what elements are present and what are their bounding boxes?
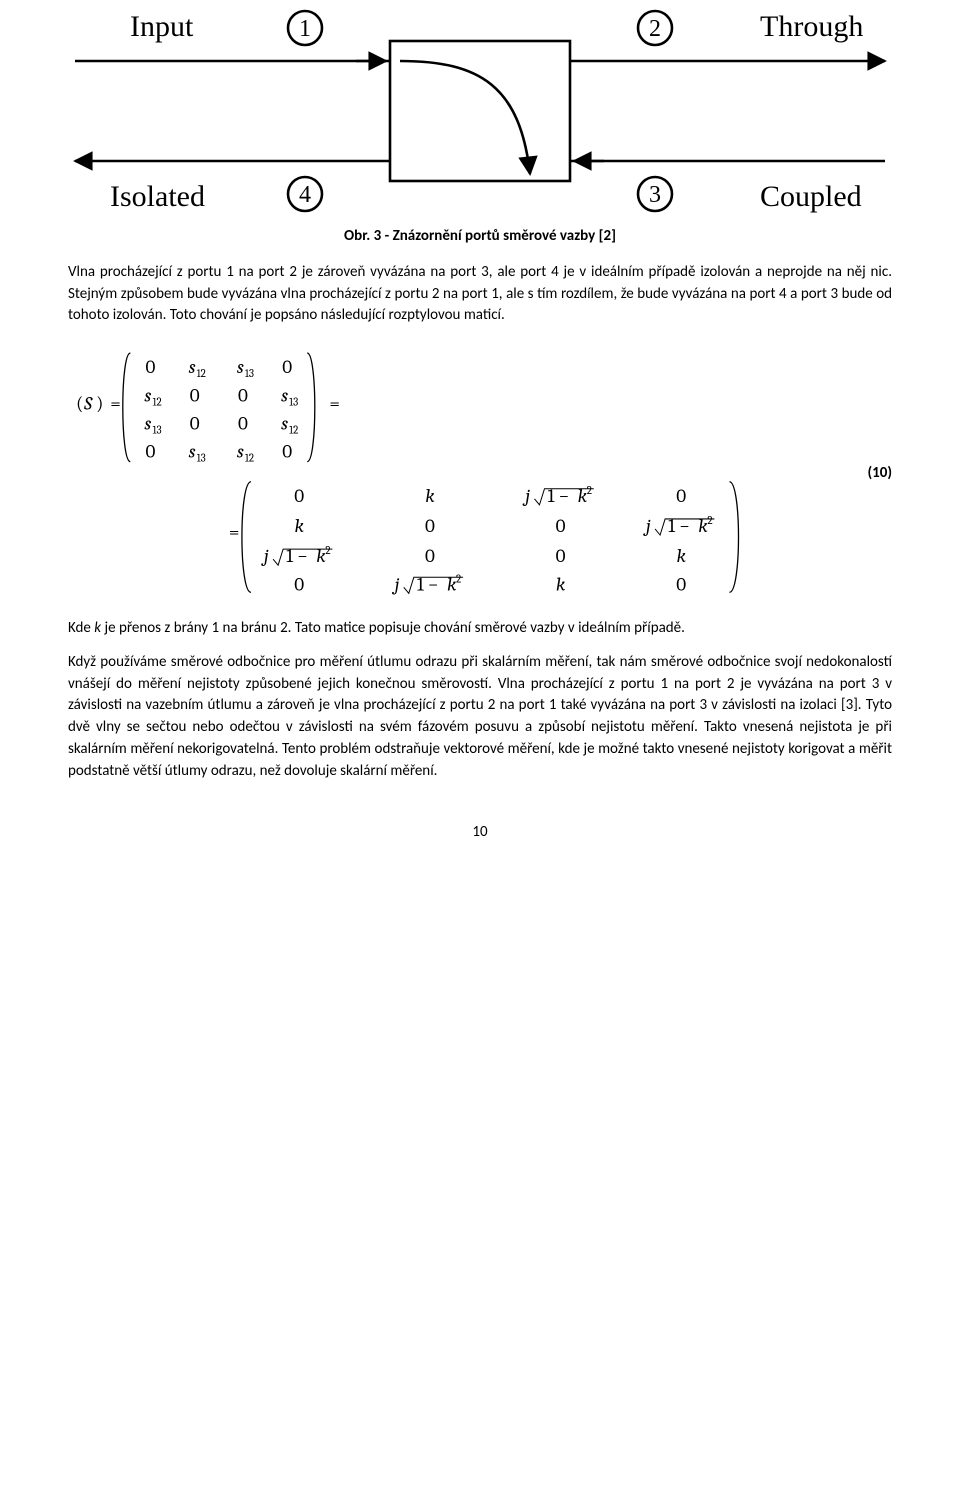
svg-text:j: j (522, 485, 530, 507)
svg-text:s: s (237, 356, 244, 378)
svg-text:(: ( (76, 392, 83, 414)
paragraph-1: Vlna procházející z portu 1 na port 2 je… (68, 262, 892, 327)
svg-text:=: = (110, 392, 121, 414)
page-number: 10 (0, 822, 960, 844)
svg-text:0: 0 (676, 573, 686, 595)
label-input: Input (130, 10, 194, 43)
svg-text:s: s (189, 441, 196, 463)
svg-text:12: 12 (289, 423, 298, 436)
svg-text:0: 0 (190, 384, 200, 406)
svg-text:0: 0 (146, 356, 156, 378)
svg-text:1 −: 1 − (668, 515, 690, 537)
svg-text:k: k (295, 515, 305, 537)
svg-text:0: 0 (556, 515, 566, 537)
port-2: 2 (649, 16, 661, 42)
port-1: 1 (299, 16, 311, 42)
label-coupled: Coupled (760, 180, 862, 213)
svg-text:2: 2 (325, 544, 330, 557)
svg-text:0: 0 (282, 356, 292, 378)
svg-text:0: 0 (294, 573, 304, 595)
p2-rest: je přenos z brány 1 na bránu 2. Tato mat… (101, 619, 685, 637)
svg-text:k: k (556, 573, 566, 595)
p2-prefix: Kde (68, 619, 94, 637)
svg-text:s: s (237, 441, 244, 463)
svg-text:0: 0 (294, 485, 304, 507)
svg-text:k: k (677, 545, 687, 567)
label-through: Through (760, 10, 863, 43)
svg-text:1 −: 1 − (548, 485, 570, 507)
paragraph-2: Kde k je přenos z brány 1 na bránu 2. Ta… (68, 618, 892, 640)
svg-text:0: 0 (282, 441, 292, 463)
svg-text:k: k (425, 485, 435, 507)
coupler-figure: Input Through Isolated Coupled 1 2 3 4 (0, 0, 960, 216)
svg-text:s: s (189, 356, 196, 378)
port-4: 4 (299, 182, 311, 208)
svg-text:13: 13 (152, 423, 161, 436)
svg-text:2: 2 (707, 514, 712, 527)
port-3: 3 (649, 182, 661, 208)
svg-text:0: 0 (238, 412, 248, 434)
svg-text:=: = (329, 392, 340, 414)
svg-text:12: 12 (197, 367, 206, 380)
paragraph-3: Když používáme směrové odbočnice pro měř… (68, 652, 892, 783)
svg-text:0: 0 (425, 515, 435, 537)
svg-text:13: 13 (289, 395, 298, 408)
svg-text:j: j (392, 573, 400, 595)
svg-text:j: j (261, 545, 269, 567)
svg-text:2: 2 (456, 572, 461, 585)
equation-svg: ( S ) = 0 s12 s13 0 s12 0 0 s13 s1 (68, 339, 832, 600)
svg-text:1 −: 1 − (417, 573, 439, 595)
svg-text:=: = (229, 521, 240, 543)
svg-text:0: 0 (676, 485, 686, 507)
svg-text:0: 0 (238, 384, 248, 406)
svg-text:j: j (643, 515, 651, 537)
coupler-svg: Input Through Isolated Coupled 1 2 3 4 (60, 6, 900, 216)
svg-text:s: s (144, 412, 151, 434)
svg-text:S: S (83, 392, 93, 414)
svg-text:2: 2 (587, 484, 592, 497)
svg-text:1 −: 1 − (286, 545, 308, 567)
svg-text:s: s (281, 384, 288, 406)
label-isolated: Isolated (110, 180, 205, 213)
svg-text:): ) (96, 392, 103, 414)
svg-text:0: 0 (425, 545, 435, 567)
svg-text:s: s (281, 412, 288, 434)
svg-text:s: s (144, 384, 151, 406)
svg-text:13: 13 (245, 367, 254, 380)
equation-10: ( S ) = 0 s12 s13 0 s12 0 0 s13 s1 (0, 339, 960, 608)
figure-caption: Obr. 3 - Znázornění portů směrové vazby … (0, 226, 960, 248)
equation-number: (10) (832, 463, 892, 485)
svg-text:12: 12 (245, 452, 254, 465)
svg-text:0: 0 (146, 441, 156, 463)
svg-text:0: 0 (190, 412, 200, 434)
svg-text:0: 0 (556, 545, 566, 567)
svg-text:12: 12 (152, 395, 161, 408)
svg-text:13: 13 (197, 452, 206, 465)
